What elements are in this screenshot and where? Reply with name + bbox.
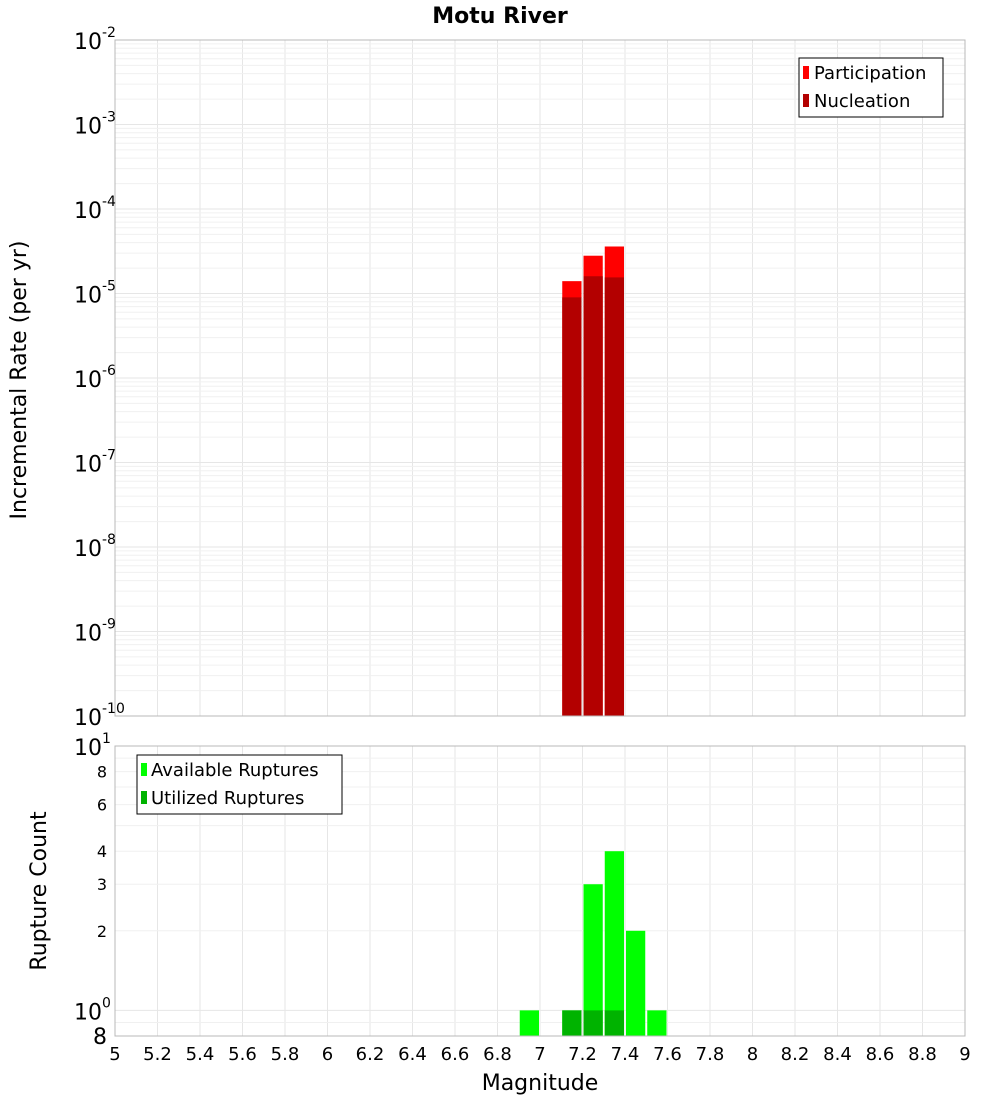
x-tick-label: 5.6 (228, 1044, 257, 1065)
x-tick-label: 6.8 (483, 1044, 512, 1065)
count-legend: Available Ruptures Utilized Ruptures (136, 754, 343, 815)
count-y-axis-title: Rupture Count (27, 811, 52, 971)
count-bars (519, 851, 667, 1036)
legend-swatch (803, 66, 809, 79)
legend-box (798, 57, 944, 118)
x-tick-label: 7 (534, 1044, 545, 1065)
x-tick-label: 5.8 (271, 1044, 300, 1065)
legend-swatch (141, 763, 147, 776)
x-tick-label: 8 (747, 1044, 758, 1065)
x-tick-label: 7.2 (568, 1044, 597, 1065)
count-panel: 100 101 8 2 3 4 6 8 5 5.2 5.4 5.6 5.8 6 6.2 6.4 6.6 6.8 7… (27, 731, 971, 1096)
chart-title: Motu River (432, 4, 568, 29)
x-tick-label: 7.6 (653, 1044, 682, 1065)
y-tick-label: 10-4 (74, 194, 116, 224)
x-tick-label: 5.2 (143, 1044, 172, 1065)
available-ruptures-bar (626, 930, 646, 1036)
nucleation-bar (604, 277, 624, 716)
x-tick-label: 6.6 (441, 1044, 470, 1065)
x-tick-label: 8.6 (866, 1044, 895, 1065)
x-tick-label: 8.8 (908, 1044, 937, 1065)
y-tick-label: 10-3 (74, 110, 116, 140)
x-tick-label: 8.2 (781, 1044, 810, 1065)
x-ticks: 5 5.2 5.4 5.6 5.8 6 6.2 6.4 6.6 6.8 7 7.2 7.4 7.6 7.8 8… (109, 1044, 970, 1065)
y-tick-label: 10-9 (74, 617, 116, 647)
count-y-ticks: 100 101 8 2 3 4 6 8 (74, 731, 111, 1050)
x-tick-label: 6.4 (398, 1044, 427, 1065)
count-plot-border (114, 745, 966, 1037)
y-tick-label: 10-6 (74, 363, 116, 393)
x-axis-title: Magnitude (482, 1071, 599, 1096)
y-tick-label: 100 (74, 995, 111, 1025)
available-ruptures-bar (519, 1010, 539, 1036)
x-tick-label: 9 (959, 1044, 970, 1065)
y-tick-label: 3 (97, 875, 107, 894)
legend-label: Utilized Ruptures (151, 788, 304, 809)
rate-legend: Participation Nucleation (798, 57, 944, 118)
legend-swatch (803, 94, 809, 107)
utilized-ruptures-bar (583, 1010, 603, 1036)
available-ruptures-bar (583, 884, 603, 1036)
y-tick-label: 8 (93, 1025, 107, 1050)
rate-plot-border (114, 39, 966, 717)
count-grid (114, 746, 966, 1037)
available-ruptures-bar (647, 1010, 667, 1036)
x-tick-label: 6.2 (356, 1044, 385, 1065)
y-tick-label: 8 (97, 763, 107, 782)
available-ruptures-bar (604, 851, 624, 1036)
x-tick-label: 7.8 (696, 1044, 725, 1065)
y-tick-label: 4 (97, 842, 107, 861)
utilized-ruptures-bar (604, 1010, 624, 1036)
rate-panel: 10-10 10-9 10-8 10-7 10-6 10-5 10-4 10-3 10-2 In… (7, 25, 966, 731)
y-tick-label: 6 (97, 796, 107, 815)
x-tick-label: 6 (322, 1044, 333, 1065)
legend-label: Nucleation (814, 91, 910, 112)
legend-label: Participation (814, 63, 926, 84)
y-tick-label: 10-8 (74, 532, 116, 562)
x-tick-label: 8.4 (823, 1044, 852, 1065)
y-tick-label: 101 (74, 731, 111, 761)
legend-box (136, 754, 343, 815)
x-tick-label: 7.4 (611, 1044, 640, 1065)
y-tick-label: 10-5 (74, 279, 116, 309)
y-tick-label: 10-7 (74, 448, 116, 478)
y-tick-label: 10-10 (74, 701, 125, 731)
utilized-ruptures-bar (562, 1010, 582, 1036)
y-tick-label: 2 (97, 922, 107, 941)
rate-grid (114, 40, 966, 717)
y-tick-label: 10-2 (74, 25, 116, 55)
x-tick-label: 5.4 (186, 1044, 215, 1065)
nucleation-bar (562, 297, 582, 716)
rate-bars (562, 246, 624, 716)
legend-label: Available Ruptures (151, 760, 319, 781)
rate-y-axis-title: Incremental Rate (per yr) (7, 241, 32, 520)
nucleation-bar (583, 276, 603, 716)
x-tick-label: 5 (109, 1044, 120, 1065)
legend-swatch (141, 791, 147, 804)
rate-y-ticks: 10-10 10-9 10-8 10-7 10-6 10-5 10-4 10-3 10-2 (74, 25, 125, 731)
